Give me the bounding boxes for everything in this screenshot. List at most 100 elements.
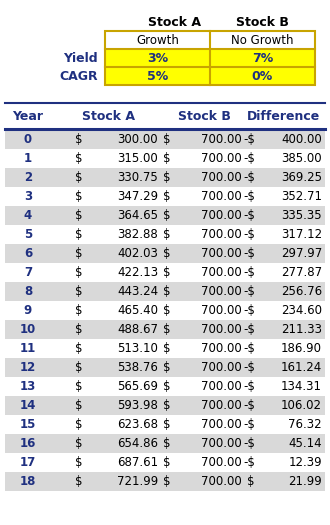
Bar xyxy=(5,434,325,453)
Text: 347.29: 347.29 xyxy=(117,190,158,203)
Text: $: $ xyxy=(75,190,82,203)
Text: Yield: Yield xyxy=(63,51,98,65)
Text: 277.87: 277.87 xyxy=(281,266,322,279)
Text: $: $ xyxy=(162,437,170,450)
Text: 256.76: 256.76 xyxy=(281,285,322,298)
Bar xyxy=(5,263,325,282)
Text: 721.99: 721.99 xyxy=(117,475,158,488)
Text: 700.00: 700.00 xyxy=(201,361,242,374)
Text: 7%: 7% xyxy=(252,51,273,65)
Text: 593.98: 593.98 xyxy=(117,399,158,412)
Text: 1: 1 xyxy=(24,152,32,165)
Text: 700.00: 700.00 xyxy=(201,323,242,336)
Text: 9: 9 xyxy=(24,304,32,317)
Text: $: $ xyxy=(75,209,82,222)
Text: 330.75: 330.75 xyxy=(117,171,158,184)
Text: 700.00: 700.00 xyxy=(201,266,242,279)
Text: 700.00: 700.00 xyxy=(201,133,242,146)
Text: 18: 18 xyxy=(20,475,36,488)
Text: -$: -$ xyxy=(243,380,255,393)
Text: -$: -$ xyxy=(243,361,255,374)
Text: 700.00: 700.00 xyxy=(201,399,242,412)
Text: 700.00: 700.00 xyxy=(201,342,242,355)
Text: $: $ xyxy=(162,323,170,336)
Text: -$: -$ xyxy=(243,304,255,317)
Bar xyxy=(5,396,325,415)
Text: $: $ xyxy=(75,133,82,146)
Text: $: $ xyxy=(162,190,170,203)
Text: -$: -$ xyxy=(243,323,255,336)
Text: $: $ xyxy=(75,342,82,355)
Text: 700.00: 700.00 xyxy=(201,437,242,450)
Text: 3%: 3% xyxy=(147,51,168,65)
Text: $: $ xyxy=(162,456,170,469)
Text: 700.00: 700.00 xyxy=(201,475,242,488)
Text: $: $ xyxy=(162,133,170,146)
Bar xyxy=(5,130,325,149)
Text: $: $ xyxy=(162,418,170,431)
Text: -$: -$ xyxy=(243,228,255,241)
Text: $: $ xyxy=(162,209,170,222)
Text: -$: -$ xyxy=(243,456,255,469)
Text: 14: 14 xyxy=(20,399,36,412)
Text: $: $ xyxy=(75,456,82,469)
Text: $: $ xyxy=(162,475,170,488)
Text: 700.00: 700.00 xyxy=(201,152,242,165)
Text: 700.00: 700.00 xyxy=(201,418,242,431)
Text: 134.31: 134.31 xyxy=(281,380,322,393)
Text: 21.99: 21.99 xyxy=(288,475,322,488)
Text: -$: -$ xyxy=(243,418,255,431)
Text: $: $ xyxy=(75,266,82,279)
Text: 687.61: 687.61 xyxy=(117,456,158,469)
Text: 700.00: 700.00 xyxy=(201,285,242,298)
Text: 538.76: 538.76 xyxy=(117,361,158,374)
Text: 5%: 5% xyxy=(147,69,168,82)
Text: 161.24: 161.24 xyxy=(281,361,322,374)
Text: $: $ xyxy=(75,152,82,165)
Text: 7: 7 xyxy=(24,266,32,279)
Bar xyxy=(5,206,325,225)
Text: -$: -$ xyxy=(243,399,255,412)
Text: Difference: Difference xyxy=(247,110,320,123)
Text: 15: 15 xyxy=(20,418,36,431)
Text: 700.00: 700.00 xyxy=(201,228,242,241)
Text: $: $ xyxy=(75,437,82,450)
Text: 4: 4 xyxy=(24,209,32,222)
Text: $: $ xyxy=(75,228,82,241)
Text: 76.32: 76.32 xyxy=(288,418,322,431)
Text: 465.40: 465.40 xyxy=(117,304,158,317)
Text: $: $ xyxy=(75,171,82,184)
Bar xyxy=(5,377,325,396)
Text: -$: -$ xyxy=(243,437,255,450)
Text: No Growth: No Growth xyxy=(231,34,294,47)
Text: Stock B: Stock B xyxy=(178,110,230,123)
Text: 352.71: 352.71 xyxy=(281,190,322,203)
Text: 6: 6 xyxy=(24,247,32,260)
Text: 0%: 0% xyxy=(252,69,273,82)
Text: 369.25: 369.25 xyxy=(281,171,322,184)
Text: CAGR: CAGR xyxy=(59,69,98,82)
Bar xyxy=(105,49,315,67)
Text: -$: -$ xyxy=(243,247,255,260)
Text: $: $ xyxy=(162,380,170,393)
Text: 300.00: 300.00 xyxy=(117,133,158,146)
Text: $: $ xyxy=(162,285,170,298)
Text: 700.00: 700.00 xyxy=(201,209,242,222)
Text: $: $ xyxy=(75,361,82,374)
Bar xyxy=(105,67,315,85)
Text: Stock A: Stock A xyxy=(82,110,135,123)
Bar xyxy=(5,453,325,472)
Text: $: $ xyxy=(75,475,82,488)
Bar xyxy=(5,320,325,339)
Text: -$: -$ xyxy=(243,152,255,165)
Text: 186.90: 186.90 xyxy=(281,342,322,355)
Text: 443.24: 443.24 xyxy=(117,285,158,298)
Text: 700.00: 700.00 xyxy=(201,456,242,469)
Text: 8: 8 xyxy=(24,285,32,298)
Bar xyxy=(5,358,325,377)
Text: 400.00: 400.00 xyxy=(281,133,322,146)
Text: -$: -$ xyxy=(243,190,255,203)
Bar xyxy=(5,168,325,187)
Bar xyxy=(5,149,325,168)
Text: $: $ xyxy=(75,285,82,298)
